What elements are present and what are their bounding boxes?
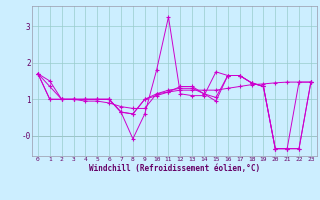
X-axis label: Windchill (Refroidissement éolien,°C): Windchill (Refroidissement éolien,°C)	[89, 164, 260, 173]
